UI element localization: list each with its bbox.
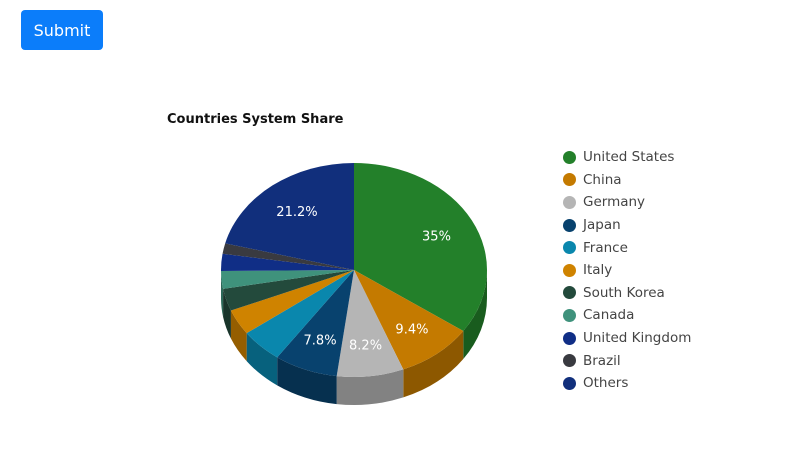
- pie-slice-united-states: [354, 163, 487, 331]
- legend-item: China: [563, 169, 691, 192]
- pie-top-slices: [220, 163, 487, 377]
- pie-side-italy: [230, 310, 247, 362]
- pie-slice-japan: [277, 270, 354, 377]
- legend-label: South Korea: [583, 284, 665, 301]
- legend-swatch: [563, 195, 576, 209]
- legend-swatch: [563, 263, 576, 277]
- legend-swatch: [563, 308, 576, 322]
- pie-label-germany: 8.2%: [349, 338, 382, 353]
- legend-item: Canada: [563, 304, 691, 327]
- pie-slice-united-kingdom: [220, 253, 354, 271]
- legend-item: Japan: [563, 214, 691, 237]
- legend-swatch: [563, 331, 576, 345]
- legend-item: Others: [563, 372, 691, 395]
- pie-side-united-states: [463, 270, 487, 359]
- legend-label: United States: [583, 149, 675, 166]
- pie-side-canada: [221, 270, 224, 317]
- pie-slice-italy: [230, 270, 354, 334]
- legend-item: South Korea: [563, 282, 691, 305]
- legend-swatch: [563, 354, 576, 368]
- legend-item: Italy: [563, 259, 691, 282]
- submit-button[interactable]: Submit: [21, 10, 103, 50]
- pie-slice-brazil: [222, 243, 354, 270]
- pie-side-japan: [277, 357, 337, 405]
- pie-label-others: 21.2%: [276, 205, 317, 220]
- pie-side-germany: [336, 369, 404, 406]
- pie-side-walls: [221, 270, 487, 406]
- pie-slice-canada: [221, 270, 354, 289]
- pie-data-labels: 35% 9.4% 8.2% 7.8% 21.2%: [276, 205, 451, 354]
- pie-slice-france: [246, 270, 354, 358]
- legend-swatch: [563, 241, 576, 255]
- pie-side-france: [246, 333, 278, 386]
- legend-swatch: [563, 218, 576, 232]
- legend-item: France: [563, 236, 691, 259]
- legend-swatch: [563, 150, 576, 164]
- pie-label-united-states: 35%: [422, 229, 451, 244]
- legend-label: United Kingdom: [583, 330, 692, 347]
- pie-slice-germany: [336, 270, 404, 377]
- legend-item: Germany: [563, 191, 691, 214]
- legend-swatch: [563, 376, 576, 390]
- legend-item: United Kingdom: [563, 327, 691, 350]
- legend-swatch: [563, 173, 576, 187]
- chart-title: Countries System Share: [167, 112, 344, 127]
- legend-label: France: [583, 239, 628, 256]
- legend-item: United States: [563, 146, 691, 169]
- pie-side-china: [403, 330, 464, 398]
- legend-label: Japan: [583, 217, 621, 234]
- pie-side-south-korea: [223, 288, 231, 339]
- legend-label: China: [583, 171, 622, 188]
- pie-label-china: 9.4%: [395, 323, 428, 338]
- legend-label: Italy: [583, 262, 613, 279]
- legend-label: Others: [583, 375, 629, 392]
- legend-label: Canada: [583, 307, 635, 324]
- pie-slice-others: [225, 163, 354, 270]
- legend-swatch: [563, 286, 576, 300]
- pie-label-japan: 7.8%: [304, 334, 337, 349]
- legend-label: Germany: [583, 194, 646, 211]
- chart-legend: United States China Germany Japan France Ital…: [563, 146, 691, 395]
- pie-slice-south-korea: [223, 270, 354, 311]
- legend-item: Brazil: [563, 349, 691, 372]
- pie-slice-china: [354, 270, 464, 370]
- legend-label: Brazil: [583, 352, 621, 369]
